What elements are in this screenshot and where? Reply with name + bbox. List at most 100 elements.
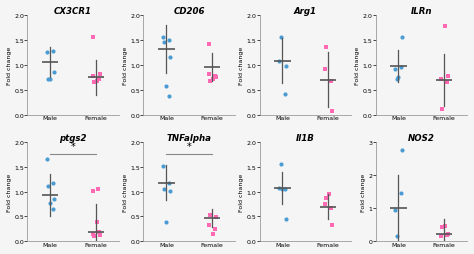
- Point: [49, 181, 57, 185]
- Point: [93, 220, 100, 225]
- Point: [328, 224, 336, 228]
- Title: Il1B: Il1B: [296, 133, 315, 142]
- Point: [166, 189, 174, 193]
- Point: [161, 41, 168, 45]
- Point: [206, 72, 213, 76]
- Title: CX3CR1: CX3CR1: [54, 7, 92, 16]
- Point: [279, 187, 286, 192]
- Point: [209, 77, 217, 82]
- Point: [441, 25, 449, 29]
- Point: [45, 77, 52, 82]
- Point: [89, 36, 97, 40]
- Point: [211, 74, 219, 78]
- Text: *: *: [71, 141, 75, 151]
- Y-axis label: Fold change: Fold change: [239, 173, 244, 211]
- Point: [159, 164, 167, 168]
- Title: TNFalpha: TNFalpha: [167, 133, 212, 142]
- Point: [282, 187, 289, 192]
- Y-axis label: Fold change: Fold change: [361, 173, 366, 211]
- Point: [96, 72, 103, 76]
- Point: [91, 81, 98, 85]
- Point: [438, 107, 446, 111]
- Point: [89, 189, 97, 193]
- Point: [321, 68, 329, 72]
- Point: [90, 74, 97, 78]
- Point: [95, 230, 102, 234]
- Point: [282, 92, 289, 96]
- Point: [206, 224, 213, 228]
- Point: [398, 36, 406, 40]
- Point: [397, 66, 405, 70]
- Point: [96, 233, 103, 237]
- Point: [207, 214, 214, 218]
- Point: [441, 225, 449, 229]
- Point: [90, 232, 97, 236]
- Point: [163, 84, 170, 88]
- Point: [443, 233, 451, 237]
- Y-axis label: Fold change: Fold change: [123, 46, 128, 85]
- Point: [205, 43, 213, 47]
- Y-axis label: Fold change: Fold change: [239, 46, 244, 85]
- Point: [275, 186, 283, 190]
- Point: [45, 184, 52, 188]
- Point: [93, 79, 100, 83]
- Point: [165, 181, 173, 185]
- Y-axis label: Fold change: Fold change: [7, 173, 12, 211]
- Point: [161, 187, 168, 192]
- Point: [43, 157, 51, 162]
- Point: [322, 46, 330, 50]
- Point: [159, 36, 167, 40]
- Text: *: *: [187, 141, 191, 151]
- Point: [392, 68, 399, 72]
- Point: [91, 234, 98, 239]
- Title: CD206: CD206: [173, 7, 205, 16]
- Point: [328, 109, 336, 113]
- Title: NOS2: NOS2: [408, 133, 435, 142]
- Y-axis label: Fold change: Fold change: [123, 173, 128, 211]
- Point: [443, 81, 451, 85]
- Title: ILRn: ILRn: [410, 7, 432, 16]
- Y-axis label: Fold change: Fold change: [355, 46, 360, 85]
- Point: [49, 207, 56, 211]
- Title: ptgs2: ptgs2: [59, 133, 87, 142]
- Point: [397, 192, 405, 196]
- Point: [327, 206, 335, 210]
- Point: [438, 77, 445, 82]
- Point: [444, 74, 452, 78]
- Point: [46, 77, 54, 82]
- Point: [49, 50, 57, 54]
- Point: [444, 232, 452, 236]
- Point: [282, 65, 290, 69]
- Point: [282, 217, 290, 221]
- Point: [166, 56, 174, 60]
- Point: [322, 196, 330, 200]
- Point: [325, 192, 333, 196]
- Point: [393, 77, 401, 82]
- Point: [277, 163, 284, 167]
- Point: [207, 79, 214, 83]
- Point: [393, 234, 401, 239]
- Point: [277, 36, 284, 40]
- Point: [43, 51, 51, 55]
- Point: [95, 77, 102, 82]
- Title: Arg1: Arg1: [294, 7, 317, 16]
- Point: [321, 202, 329, 206]
- Point: [392, 208, 399, 212]
- Point: [438, 234, 445, 239]
- Point: [50, 71, 58, 75]
- Point: [211, 227, 219, 231]
- Point: [398, 149, 406, 153]
- Point: [327, 79, 335, 83]
- Point: [163, 220, 170, 225]
- Y-axis label: Fold change: Fold change: [7, 46, 12, 85]
- Point: [165, 39, 173, 43]
- Point: [46, 201, 54, 205]
- Point: [94, 187, 101, 192]
- Point: [50, 197, 58, 201]
- Point: [275, 59, 283, 64]
- Point: [212, 216, 219, 220]
- Point: [438, 226, 446, 230]
- Point: [209, 232, 217, 236]
- Point: [165, 94, 173, 98]
- Point: [212, 76, 219, 80]
